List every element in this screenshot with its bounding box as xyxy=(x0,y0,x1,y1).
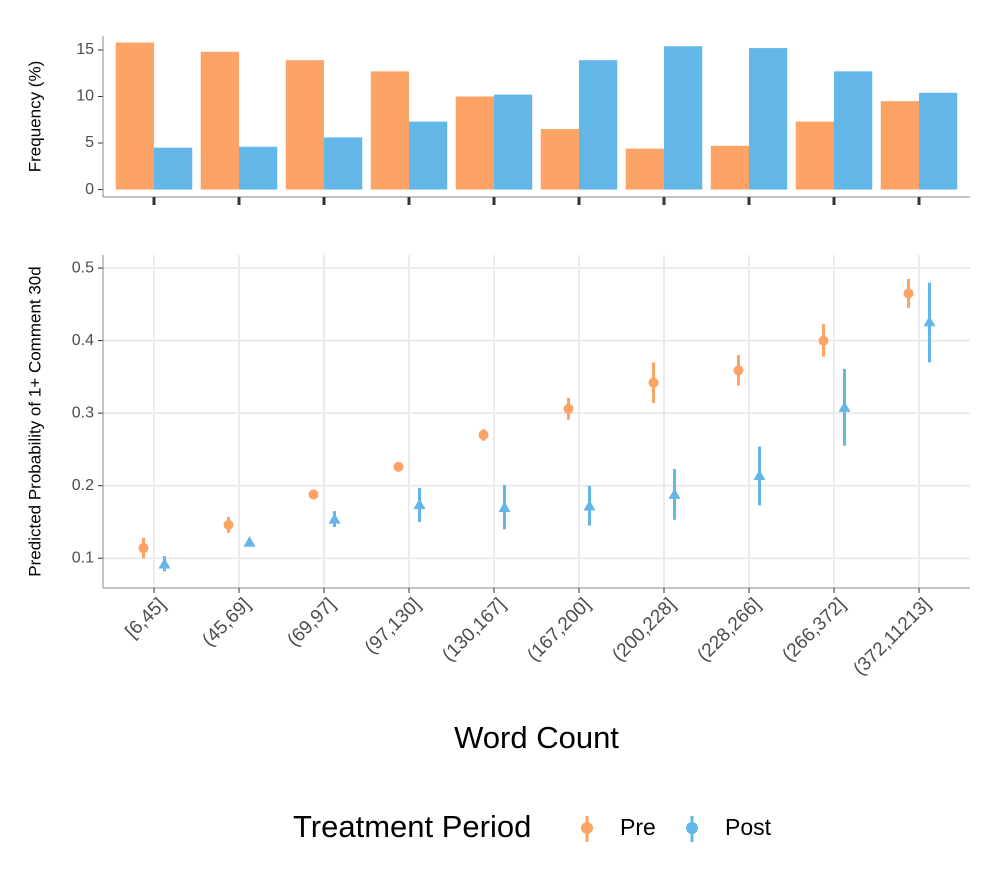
bar xyxy=(200,51,239,190)
y-tick-label: 0.4 xyxy=(72,332,94,349)
point xyxy=(243,536,256,547)
point xyxy=(158,558,171,569)
point xyxy=(328,513,341,524)
legend-title: Treatment Period xyxy=(293,809,531,844)
bar xyxy=(115,42,154,190)
bar xyxy=(664,46,703,190)
bar xyxy=(880,101,919,190)
bar xyxy=(749,48,788,190)
x-tick-label: [6,45] xyxy=(122,594,170,642)
point xyxy=(818,335,829,346)
x-tick-label: (167,200] xyxy=(523,594,595,666)
point xyxy=(923,315,936,327)
y-tick-label: 0.5 xyxy=(72,259,94,276)
point xyxy=(583,500,596,511)
legend-key xyxy=(686,822,698,834)
point xyxy=(393,461,404,472)
y-tick-label: 0.3 xyxy=(72,404,94,421)
point xyxy=(753,469,766,481)
bar xyxy=(370,71,409,190)
bar xyxy=(795,121,834,190)
point xyxy=(563,403,574,414)
y-tick-label: 5 xyxy=(85,134,94,151)
bar xyxy=(579,60,618,190)
y-axis-title: Frequency (%) xyxy=(25,61,44,172)
point xyxy=(668,488,681,499)
x-tick-label: (372,11213] xyxy=(850,594,936,680)
bar xyxy=(324,137,363,190)
y-tick-label: 15 xyxy=(76,41,94,58)
point xyxy=(223,519,234,530)
x-tick-label: (130,167] xyxy=(438,594,510,666)
bar xyxy=(834,71,873,190)
bar xyxy=(154,147,193,190)
bar xyxy=(540,129,579,190)
legend-label: Pre xyxy=(620,814,656,840)
legend-label: Post xyxy=(725,814,772,840)
bar xyxy=(409,121,448,190)
bar xyxy=(285,60,324,190)
x-axis-title: Word Count xyxy=(454,720,619,755)
bar xyxy=(625,148,664,190)
bar xyxy=(710,145,749,190)
x-tick-label: (69,97] xyxy=(283,594,340,651)
point xyxy=(498,501,511,512)
point xyxy=(838,401,851,412)
point xyxy=(648,377,659,388)
point xyxy=(138,543,149,554)
y-axis-title: Predicted Probability of 1+ Comment 30d xyxy=(25,266,44,576)
y-tick-label: 0.2 xyxy=(72,477,94,494)
x-tick-label: (200,228] xyxy=(608,594,680,666)
y-tick-label: 0 xyxy=(85,181,94,198)
x-tick-label: (266,372] xyxy=(778,594,850,666)
x-tick-label: (97,130] xyxy=(361,594,425,658)
point xyxy=(733,365,744,376)
bar xyxy=(455,96,494,190)
x-tick-label: (228,266] xyxy=(693,594,765,666)
legend-key xyxy=(581,822,593,834)
point xyxy=(413,498,426,510)
point xyxy=(308,489,319,500)
x-tick-label: (45,69] xyxy=(198,594,255,651)
bar xyxy=(494,94,533,190)
y-tick-label: 0.1 xyxy=(72,549,94,566)
bar xyxy=(919,92,958,190)
bar xyxy=(239,146,278,190)
point xyxy=(903,288,914,299)
point xyxy=(478,429,489,440)
y-tick-label: 10 xyxy=(76,88,94,105)
